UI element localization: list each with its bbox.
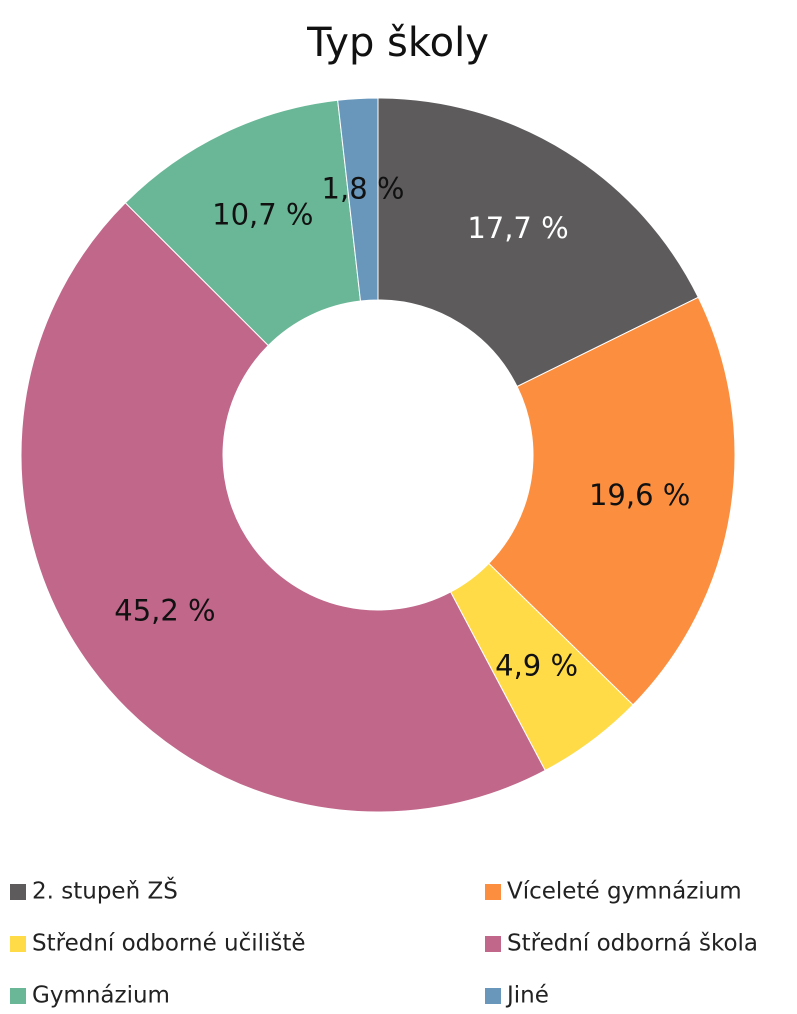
slice xyxy=(20,202,546,813)
legend-swatch xyxy=(10,884,26,900)
slice xyxy=(488,296,736,706)
data-label: 10,7 % xyxy=(212,197,313,231)
slice xyxy=(377,97,699,388)
legend-label: Jiné xyxy=(505,983,549,1009)
legend-label: 2. stupeň ZŠ xyxy=(32,877,178,905)
slice xyxy=(124,99,362,347)
data-label: 45,2 % xyxy=(114,594,215,628)
legend-swatch xyxy=(10,988,26,1004)
legend-swatch xyxy=(485,884,501,900)
legend-swatch xyxy=(485,988,501,1004)
slice xyxy=(337,97,379,302)
legend-label: Víceleté gymnázium xyxy=(507,879,742,905)
data-label: 4,9 % xyxy=(495,648,578,682)
legend-label: Střední odborná škola xyxy=(507,931,758,957)
chart-title: Typ školy xyxy=(306,20,489,66)
data-label: 19,6 % xyxy=(589,478,690,512)
data-label: 1,8 % xyxy=(322,171,405,205)
legend-label: Gymnázium xyxy=(32,983,170,1009)
legend-swatch xyxy=(485,936,501,952)
data-label: 17,7 % xyxy=(467,211,568,245)
legend-label: Střední odborné učiliště xyxy=(32,931,306,957)
legend-swatch xyxy=(10,936,26,952)
